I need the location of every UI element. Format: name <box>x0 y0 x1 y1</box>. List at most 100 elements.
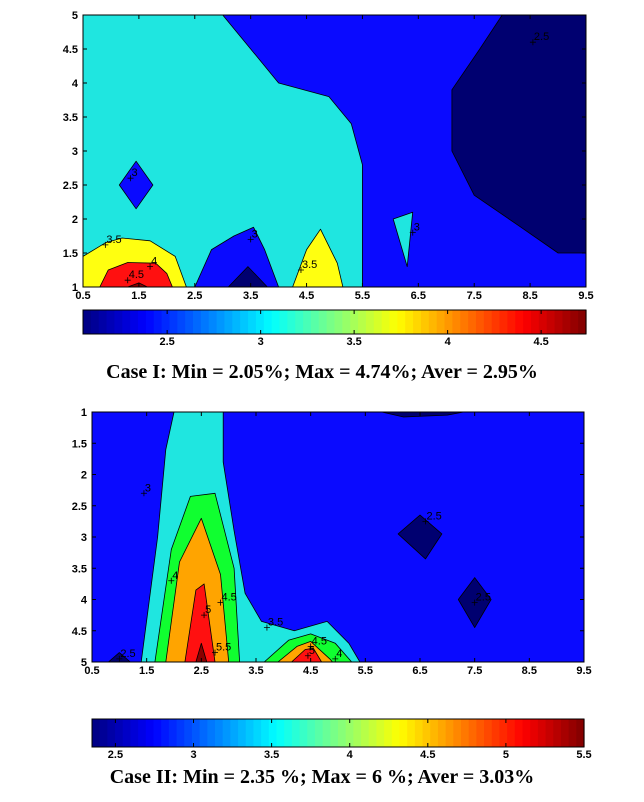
colorbar-tick-label: 4.5 <box>420 749 435 761</box>
colorbar-swatch <box>318 310 328 334</box>
svg-text:4: 4 <box>151 256 157 268</box>
contour-region <box>292 228 344 287</box>
colorbar-swatch <box>185 310 194 334</box>
colorbar-swatch <box>461 719 470 747</box>
x-tick-label: 9.5 <box>576 665 591 677</box>
y-tick-label: 4.5 <box>63 44 78 56</box>
colorbar-tick-label: 4 <box>347 749 354 761</box>
colorbar-swatch <box>397 310 406 334</box>
contour-region <box>83 15 363 287</box>
colorbar-swatch <box>276 719 285 747</box>
colorbar-swatch <box>522 719 531 747</box>
colorbar-tick-label: 4 <box>445 336 452 348</box>
contour-region <box>195 642 208 662</box>
colorbar-swatch <box>122 719 132 747</box>
x-tick-label: 4.5 <box>303 665 318 677</box>
colorbar-swatch <box>310 310 320 334</box>
svg-text:5.5: 5.5 <box>216 642 231 654</box>
colorbar-swatch <box>507 310 516 334</box>
colorbar-swatch <box>287 310 296 334</box>
case-1-caption: Case I: Min = 2.05%; Max = 4.74%; Aver =… <box>106 361 538 383</box>
colorbar-swatch <box>245 719 255 747</box>
svg-text:2.5: 2.5 <box>426 510 441 522</box>
colorbar-swatch <box>314 719 324 747</box>
colorbar-swatch <box>232 310 241 334</box>
contour-label: 2.5 <box>529 31 549 46</box>
colorbar-swatch <box>499 719 508 747</box>
colorbar-tick-label: 2.5 <box>108 749 123 761</box>
x-tick-label: 3.5 <box>243 290 258 302</box>
colorbar-swatch <box>568 719 577 747</box>
y-tick-label: 1.5 <box>72 438 87 450</box>
contour-region <box>291 647 323 662</box>
x-tick-label: 5.5 <box>358 665 373 677</box>
contour-label: 3.5 <box>297 259 317 273</box>
colorbar-swatch <box>215 719 224 747</box>
y-tick-label: 3 <box>81 532 87 544</box>
colorbar-swatch <box>326 310 336 334</box>
colorbar-swatch <box>255 310 265 334</box>
svg-text:5: 5 <box>205 604 211 616</box>
colorbar-swatch <box>560 719 570 747</box>
case-1-axes: 0.5 1.5 2.5 3.5 4.5 5.5 6.5 7.5 8.5 9.5 1 1.5 2 2.5 3 3… <box>63 10 594 302</box>
contour-label: 5 <box>201 604 211 619</box>
colorbar-swatch <box>345 719 354 747</box>
colorbar-swatch <box>92 719 101 747</box>
x-tick-label: 9.5 <box>578 290 593 302</box>
colorbar-swatch <box>491 719 501 747</box>
colorbar-swatch <box>145 310 155 334</box>
case-2-contour-plot <box>92 412 584 662</box>
y-tick-label: 2 <box>72 214 78 226</box>
case-2-caption: Case II: Min = 2.35 %; Max = 6 %; Aver =… <box>110 766 535 788</box>
colorbar-swatch <box>83 310 92 334</box>
svg-text:3: 3 <box>145 482 151 494</box>
y-tick-label: 2.5 <box>63 180 78 192</box>
contour-label: 3.5 <box>102 234 122 248</box>
colorbar-swatch <box>444 310 453 334</box>
colorbar-swatch <box>523 310 532 334</box>
case-2-axes: 0.5 1.5 2.5 3.5 4.5 5.5 6.5 7.5 8.5 9.5 1 1.5 2 2.5 3 3… <box>72 407 592 677</box>
y-tick-label: 3.5 <box>72 563 87 575</box>
svg-text:3.5: 3.5 <box>302 259 317 271</box>
colorbar-swatch <box>376 719 385 747</box>
contour-label: 4 <box>332 648 342 662</box>
colorbar-swatch <box>115 719 124 747</box>
contour-label: 4.5 <box>307 635 327 650</box>
svg-text:3.5: 3.5 <box>268 617 283 629</box>
contour-region <box>127 282 148 287</box>
contour-label: 5.5 <box>212 642 231 656</box>
colorbar-swatch <box>193 310 202 334</box>
colorbar-swatch <box>514 719 524 747</box>
colorbar-tick-label: 5.5 <box>576 749 591 761</box>
case-1-contour-plot <box>83 15 586 287</box>
colorbar-swatch <box>307 719 316 747</box>
colorbar-swatch <box>484 719 493 747</box>
contour-label: 2.5 <box>422 510 442 525</box>
colorbar-swatch <box>284 719 293 747</box>
colorbar-swatch <box>468 310 477 334</box>
colorbar-swatch <box>153 719 162 747</box>
contour-label: 4 <box>168 570 178 584</box>
colorbar-swatch <box>208 310 218 334</box>
colorbar-swatch <box>381 310 391 334</box>
colorbar-swatch <box>107 719 116 747</box>
colorbar-swatch <box>261 719 270 747</box>
x-tick-label: 7.5 <box>467 290 482 302</box>
colorbar-tick-label: 3 <box>190 749 196 761</box>
contour-label: 4.5 <box>217 592 237 606</box>
contour-label: 4 <box>147 256 157 270</box>
x-tick-label: 6.5 <box>411 290 426 302</box>
y-tick-label: 5 <box>72 10 78 22</box>
contour-label: 3 <box>409 222 420 236</box>
colorbar-swatch <box>420 310 430 334</box>
contour-label: 4.5 <box>124 269 144 284</box>
colorbar-swatch <box>200 310 210 334</box>
colorbar-swatch <box>414 719 424 747</box>
colorbar-swatch <box>161 310 171 334</box>
colorbar-swatch <box>176 719 185 747</box>
colorbar-swatch <box>507 719 516 747</box>
x-tick-label: 5.5 <box>355 290 370 302</box>
case-1-contour-labels: 2.5 3 3 3 3.5 3.5 4 4.5 <box>102 31 549 284</box>
